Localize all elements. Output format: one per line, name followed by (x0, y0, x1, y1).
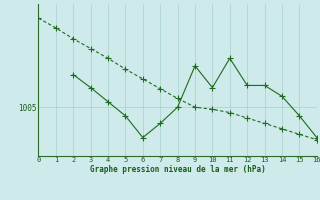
X-axis label: Graphe pression niveau de la mer (hPa): Graphe pression niveau de la mer (hPa) (90, 165, 266, 174)
